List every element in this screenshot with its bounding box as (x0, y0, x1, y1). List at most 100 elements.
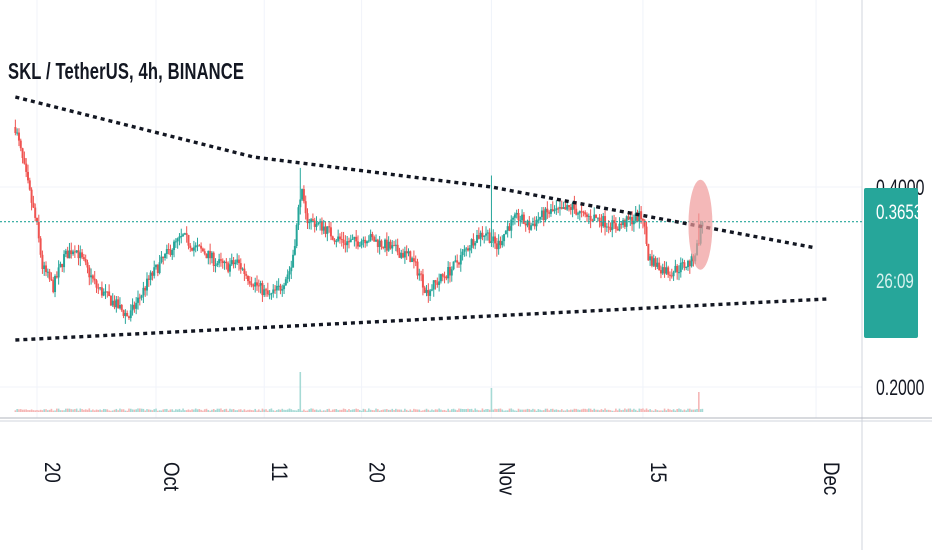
candle-body (155, 264, 158, 268)
candle-body (218, 259, 221, 264)
volume-bar (23, 409, 26, 412)
volume-bar (510, 408, 513, 412)
volume-bar (56, 408, 58, 412)
candle-body (43, 265, 46, 270)
volume-bar (541, 410, 543, 412)
candle-body (454, 260, 457, 262)
candle-body (631, 217, 634, 225)
candle-body (560, 207, 563, 209)
candle-body (567, 205, 570, 208)
candle-body (629, 217, 632, 220)
volume-bar (19, 409, 22, 412)
candle-body (634, 213, 637, 221)
volume-bar (375, 408, 377, 412)
volume-bar (348, 409, 350, 412)
candle-body (142, 287, 145, 296)
volume-bar (193, 409, 195, 412)
last-price-badge (864, 188, 918, 338)
candle-body (517, 212, 520, 221)
volume-bar (232, 408, 235, 412)
candle-body (530, 225, 533, 230)
volume-bar (349, 410, 352, 412)
candle-body (405, 251, 408, 254)
candle-body (544, 208, 547, 221)
volume-bar (573, 408, 576, 412)
volume-bar (328, 408, 330, 412)
candle-body (687, 260, 690, 268)
candle-body (391, 245, 394, 249)
candle-body (304, 201, 307, 214)
candle-body (643, 220, 646, 227)
volume-bar (699, 409, 702, 412)
volume-bar (432, 410, 435, 412)
candle-body (411, 258, 414, 263)
volume-bar (256, 410, 258, 412)
x-tick-label: Dec (819, 462, 843, 495)
volume-bar (97, 409, 100, 412)
volume-bar (559, 410, 561, 412)
volume-bar (441, 410, 444, 412)
candle-body (441, 274, 444, 277)
volume-bar (182, 408, 184, 412)
candle-body (436, 282, 439, 285)
candle-body (387, 241, 390, 251)
candle-body (281, 289, 284, 291)
candle-body (548, 212, 551, 214)
volume-bar (660, 410, 662, 412)
symbol-title[interactable]: SKL / TetherUS, 4h, BINANCE (8, 58, 245, 84)
volume-bar (333, 409, 336, 412)
candle-body (205, 253, 208, 259)
candle-body (36, 217, 38, 223)
candle-body (331, 236, 334, 240)
volume-bar (342, 408, 345, 412)
volume-bar (398, 409, 401, 412)
candle-body (77, 250, 80, 259)
candle-body (192, 247, 195, 251)
volume-bar (290, 409, 293, 412)
candle-body (566, 205, 569, 210)
candle-body (506, 226, 509, 231)
candle-body (46, 271, 49, 273)
candle-body (577, 213, 579, 215)
candle-body (64, 250, 67, 255)
volume-bar (164, 409, 166, 412)
volume-bar (679, 409, 682, 412)
candle-body (450, 269, 453, 276)
candle-body (275, 285, 278, 291)
volume-bar (101, 410, 103, 412)
candle-body (241, 268, 244, 270)
volume-bar (560, 409, 563, 412)
volume-bar (160, 410, 163, 412)
volume-bar (645, 408, 648, 412)
candle-body (582, 211, 585, 213)
candle-body (501, 241, 504, 246)
candle-body (652, 258, 655, 266)
volume-bar (239, 409, 242, 412)
candle-body (503, 234, 506, 242)
candle-body (645, 226, 648, 244)
candle-body (598, 217, 601, 222)
volume-bar (616, 410, 619, 412)
candle-body (329, 227, 332, 237)
volume-bar (48, 409, 51, 412)
candle-body (288, 271, 291, 275)
volume-bar (119, 408, 121, 412)
volume-bar (698, 392, 700, 412)
candle-body (400, 252, 403, 258)
volume-bar (470, 408, 473, 412)
candle-body (187, 235, 190, 246)
volume-bar (519, 409, 522, 412)
candle-body (322, 226, 325, 231)
candle-body (34, 207, 37, 218)
candle-body (174, 241, 177, 243)
candle-body (261, 283, 264, 296)
candle-body (607, 226, 610, 228)
volume-bar (166, 408, 168, 412)
candle-body (266, 290, 269, 295)
candle-body (443, 276, 446, 278)
volume-bar (524, 409, 527, 412)
volume-bar (418, 409, 421, 412)
volume-bar (649, 409, 651, 412)
volume-bar (472, 410, 475, 412)
